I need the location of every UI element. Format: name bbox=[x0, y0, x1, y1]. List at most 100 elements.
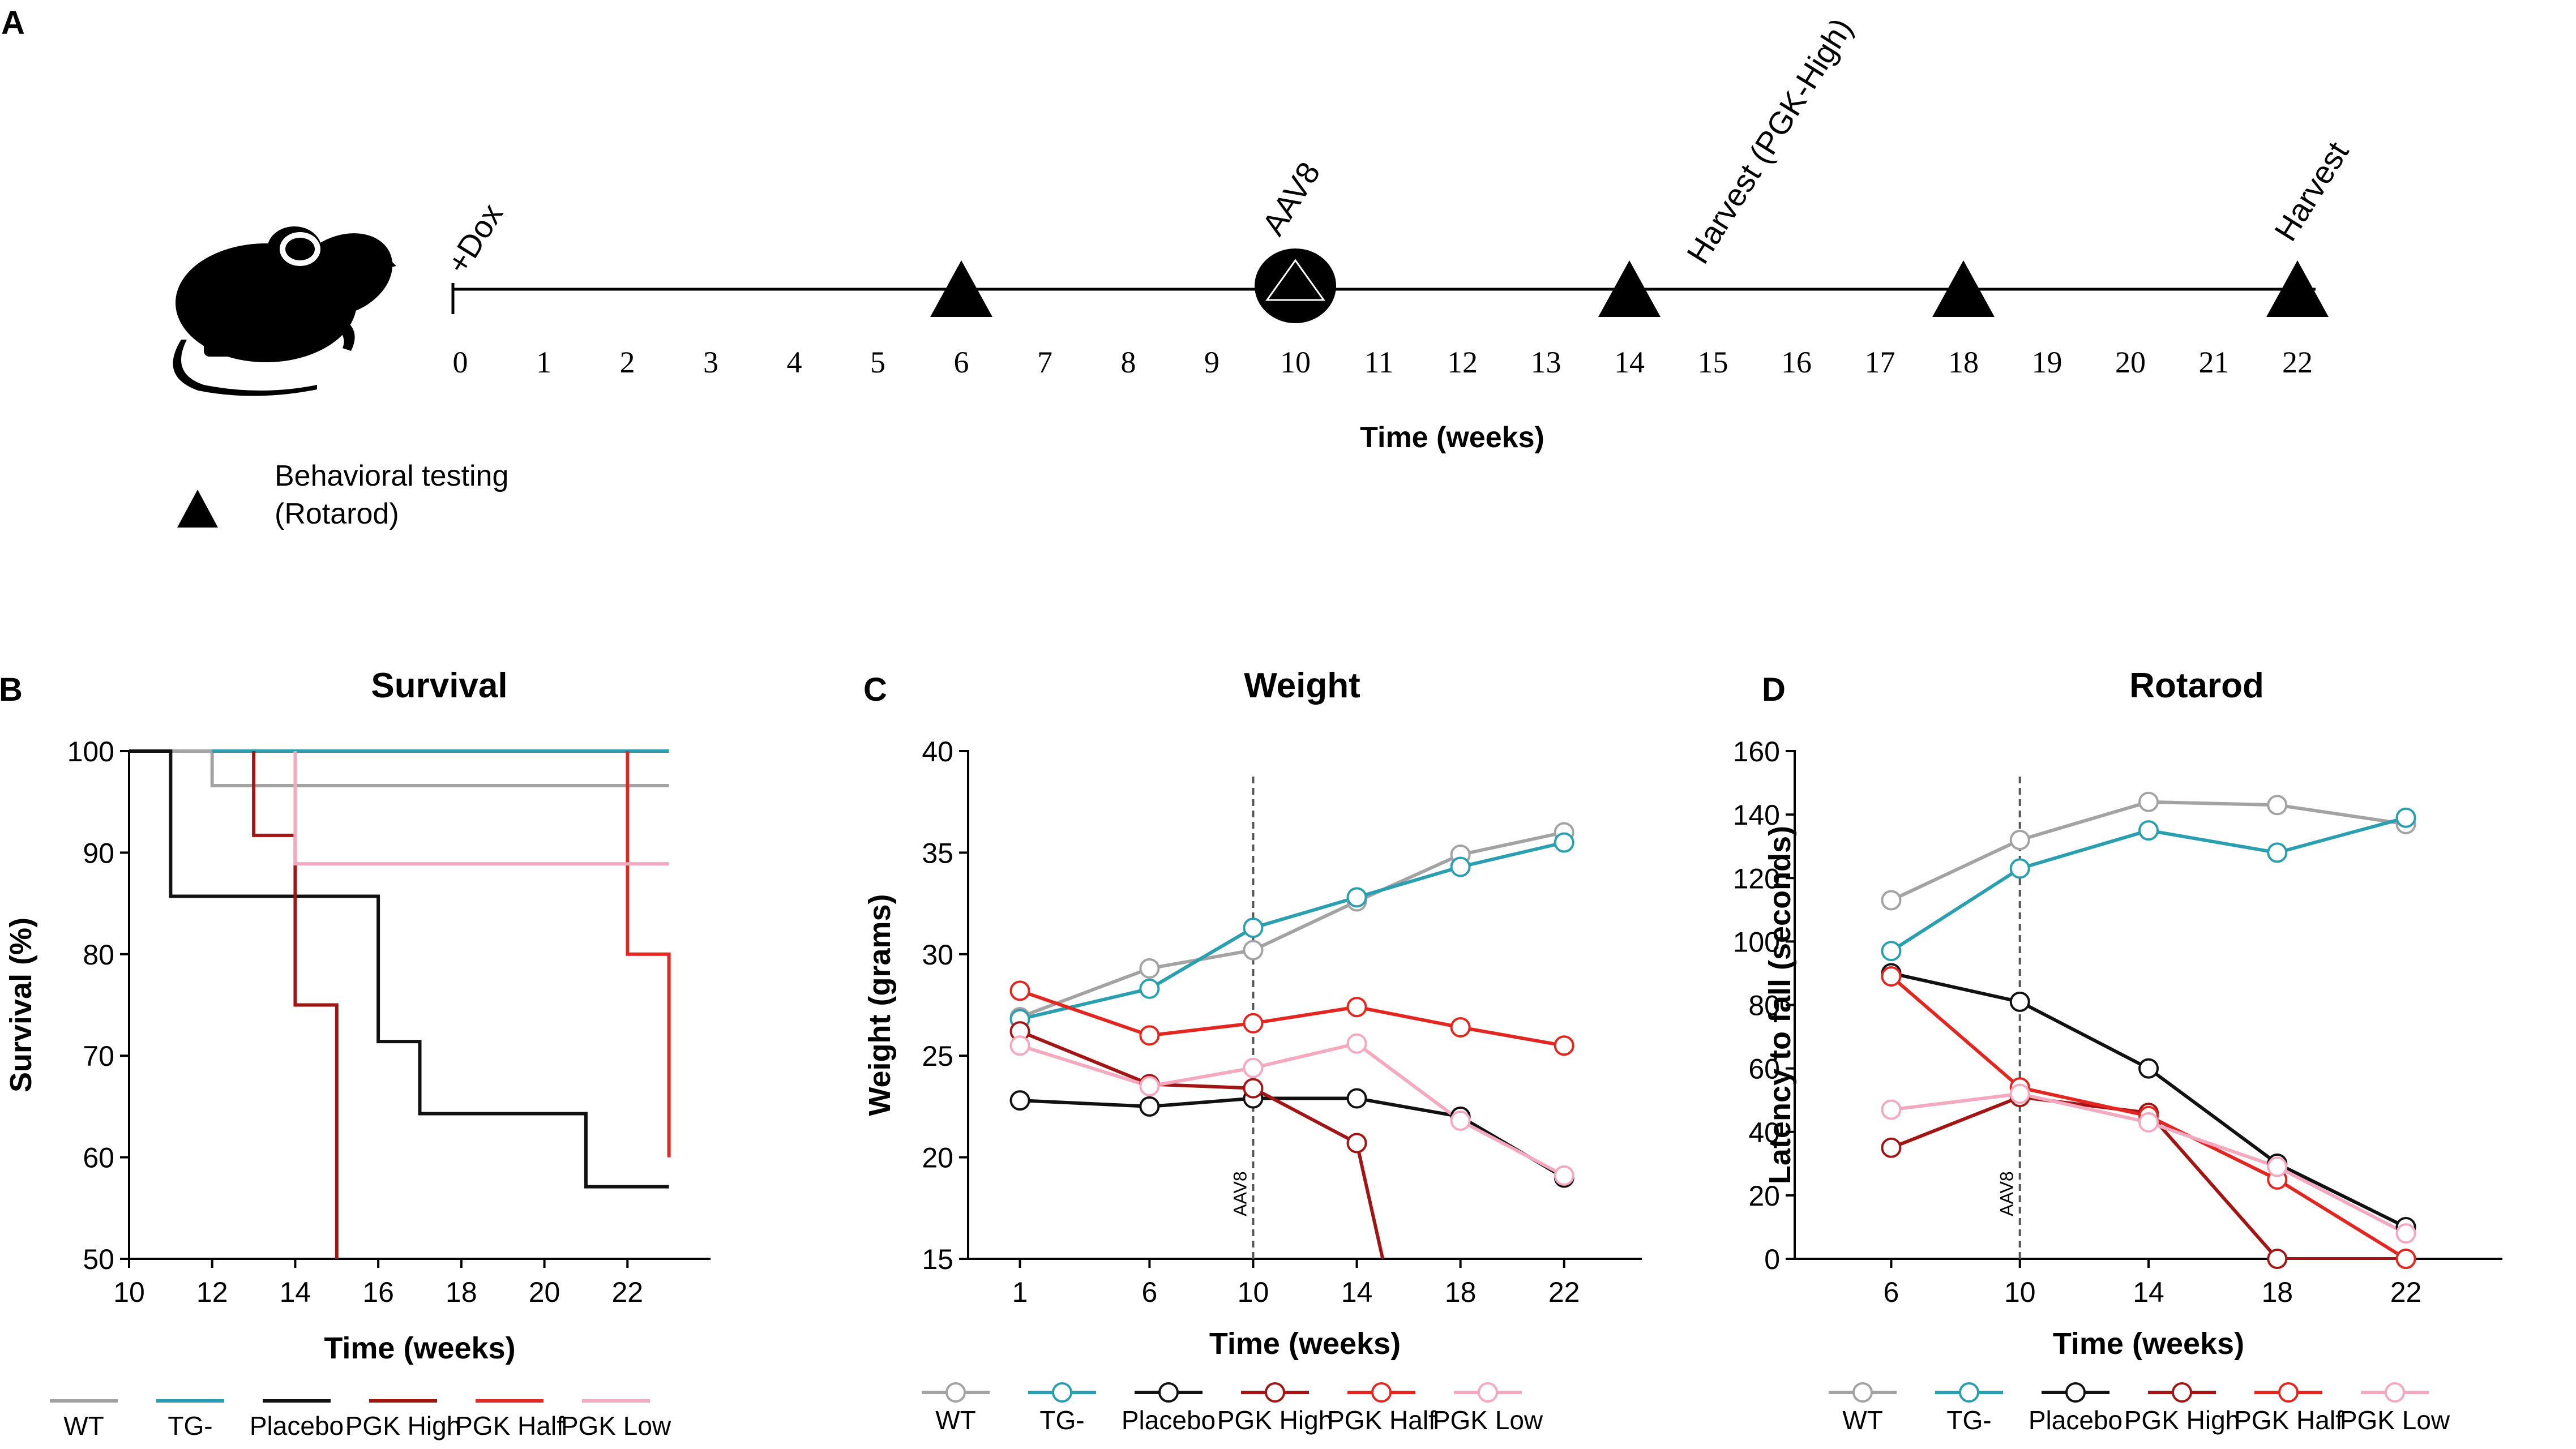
y-tick-label: 50 bbox=[83, 1244, 114, 1275]
timeline-tick-label: 9 bbox=[1204, 345, 1219, 379]
panel-label-c: C bbox=[863, 671, 887, 708]
data-point-pgk-high bbox=[2267, 1249, 2288, 1269]
y-axis-label: Latency to fall (seconds) bbox=[1763, 826, 1797, 1184]
data-point-tg bbox=[2395, 807, 2416, 828]
series-line-pgk-high bbox=[252, 751, 339, 1259]
y-tick-label: 160 bbox=[1733, 736, 1780, 768]
x-tick-label: 12 bbox=[196, 1276, 228, 1308]
legend-item-pgk-low: PGK Low bbox=[1433, 1382, 1543, 1435]
legend-label: TG- bbox=[168, 1411, 212, 1441]
series-line-pgk-low bbox=[1019, 1041, 1565, 1177]
panel-a-timeline: A 0 1 2 3 4 5 6 7 8 9 10 11 12 13 14 15 16 17 18 19 20 21 22 +… bbox=[1, 5, 2356, 530]
series-line-placebo bbox=[129, 749, 669, 1189]
x-tick-label: 18 bbox=[446, 1276, 477, 1308]
data-point-wt bbox=[1139, 958, 1160, 979]
aav8-line-label: AAV8 bbox=[1230, 1171, 1250, 1216]
data-point-pgk-half bbox=[1554, 1035, 1574, 1056]
triangle-marker-icon bbox=[1598, 260, 1661, 317]
legend-item-wt: WT bbox=[922, 1382, 990, 1435]
timeline-tick-label: 3 bbox=[703, 345, 718, 379]
timeline-tick-label: 10 bbox=[1280, 345, 1311, 379]
y-tick-label: 80 bbox=[1748, 990, 1780, 1022]
legend-marker bbox=[1158, 1382, 1179, 1403]
data-point-pgk-half bbox=[1881, 966, 1902, 987]
data-point-pgk-low bbox=[2395, 1223, 2416, 1244]
legend-label: WT bbox=[935, 1405, 976, 1435]
x-tick-label: 22 bbox=[1548, 1276, 1580, 1308]
data-point-placebo bbox=[2138, 1058, 2159, 1079]
x-tick-label: 14 bbox=[1341, 1276, 1373, 1308]
timeline-tick-label: 0 bbox=[453, 345, 468, 379]
timeline-tick-label: 16 bbox=[1781, 345, 1812, 379]
data-point-tg bbox=[2267, 842, 2288, 863]
timeline-tick-label: 12 bbox=[1447, 345, 1478, 379]
y-tick-label: 120 bbox=[1733, 863, 1780, 894]
y-tick-label: 90 bbox=[83, 837, 114, 869]
timeline-tick-label: 18 bbox=[1948, 345, 1979, 379]
legend-item-placebo: Placebo bbox=[250, 1399, 344, 1441]
data-point-wt bbox=[2138, 791, 2159, 812]
legend-item-wt: WT bbox=[50, 1399, 118, 1441]
triangle-marker-icon bbox=[2266, 260, 2329, 317]
data-point-pgk-high bbox=[1243, 1078, 1264, 1099]
timeline-axis-title: Time (weeks) bbox=[1360, 421, 1544, 454]
data-point-pgk-half bbox=[1009, 980, 1030, 1001]
timeline-tick-label: 11 bbox=[1364, 345, 1394, 379]
series-line-pgk-half bbox=[1019, 989, 1565, 1048]
chart-title: Survival bbox=[371, 666, 507, 705]
legend-label: PGK Low bbox=[561, 1411, 671, 1441]
x-axis-label: Time (weeks) bbox=[324, 1331, 515, 1365]
legend-item-tg: TG- bbox=[156, 1399, 224, 1441]
series-line-placebo bbox=[1020, 1096, 1565, 1180]
data-point-tg bbox=[2138, 820, 2159, 841]
legend-label: PGK Half bbox=[455, 1411, 564, 1441]
series-line-pgk-half bbox=[626, 751, 671, 1158]
data-point-pgk-half bbox=[1346, 997, 1367, 1018]
timeline-tick-label: 13 bbox=[1531, 345, 1561, 379]
x-tick-label: 16 bbox=[362, 1276, 394, 1308]
data-point-pgk-half bbox=[1243, 1013, 1264, 1034]
triangle-marker-icon bbox=[930, 260, 992, 317]
data-point-placebo bbox=[2009, 991, 2030, 1012]
timeline-tick-label: 2 bbox=[620, 345, 635, 379]
data-point-tg bbox=[1139, 978, 1160, 999]
legend-marker bbox=[2065, 1382, 2086, 1403]
legend-label: PGK High bbox=[2124, 1405, 2240, 1435]
data-point-pgk-low bbox=[1450, 1111, 1471, 1131]
y-tick-label: 40 bbox=[922, 736, 953, 768]
y-axis-label: Survival (%) bbox=[4, 918, 38, 1092]
series-group bbox=[129, 749, 671, 1259]
x-tick-label: 6 bbox=[1884, 1276, 1899, 1308]
series-line-wt bbox=[1890, 800, 2406, 902]
legend-label: Placebo bbox=[1122, 1405, 1216, 1435]
legend-label: TG- bbox=[1039, 1405, 1084, 1435]
legend-label: Placebo bbox=[2029, 1405, 2123, 1435]
y-tick-label: 30 bbox=[922, 939, 953, 971]
x-tick-label: 10 bbox=[2004, 1276, 2036, 1308]
data-point-pgk-half bbox=[2395, 1249, 2416, 1269]
y-tick-label: 40 bbox=[1748, 1117, 1780, 1148]
timeline-tick-label: 6 bbox=[954, 345, 969, 379]
event-label-harvest-pgk-high: Harvest (PGK-High) bbox=[1680, 12, 1859, 270]
data-point-tg bbox=[1346, 887, 1367, 908]
legend-label: PGK Low bbox=[1433, 1405, 1543, 1435]
series-group bbox=[1019, 830, 1565, 1259]
aav8-line-label: AAV8 bbox=[1997, 1171, 2017, 1216]
data-point-pgk-low bbox=[1554, 1165, 1574, 1186]
data-point-tg bbox=[1881, 941, 1902, 962]
legend-marker bbox=[1478, 1382, 1498, 1403]
y-tick-label: 15 bbox=[922, 1244, 953, 1275]
data-point-tg bbox=[2009, 858, 2030, 879]
timeline-tick-label: 21 bbox=[2199, 345, 2230, 379]
y-tick-label: 60 bbox=[1748, 1053, 1780, 1085]
data-point-placebo bbox=[1139, 1096, 1160, 1117]
legend-marker bbox=[2172, 1382, 2192, 1403]
triangle-marker-icon bbox=[1265, 259, 1325, 301]
data-point-pgk-low bbox=[1881, 1099, 1902, 1120]
event-label-aav8: AAV8 bbox=[1255, 156, 1327, 241]
data-point-pgk-high bbox=[1881, 1137, 1902, 1158]
data-point-pgk-half bbox=[1450, 1017, 1471, 1038]
legend-marker bbox=[1265, 1382, 1285, 1403]
legend-marker bbox=[1371, 1382, 1392, 1403]
legend-label: WT bbox=[63, 1411, 104, 1441]
